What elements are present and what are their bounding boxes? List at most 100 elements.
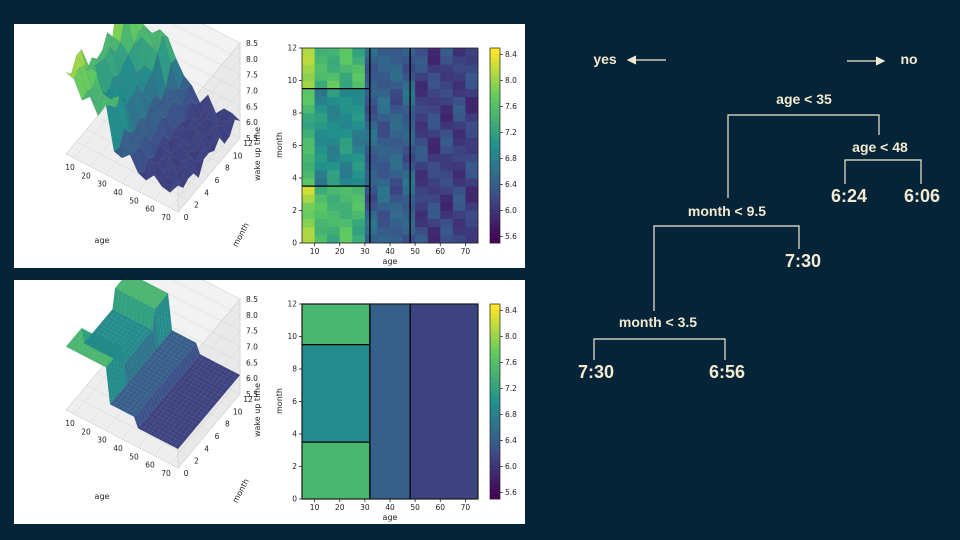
yes-label: yes [593,51,617,67]
x-tick-label: 40 [385,247,395,256]
heatmap-cell [415,202,429,211]
colorbar-segment [490,440,500,446]
heatmap-cell [327,72,341,81]
heatmap-cell [314,129,328,138]
heatmap-cell [364,96,378,106]
left-left-split-node: month < 3.5 [619,314,697,330]
colorbar-segment [490,174,500,181]
heatmap-cell [352,153,366,163]
heatmap-frame [301,47,479,244]
x-tick-label: 60 [436,503,446,512]
heatmap-cell [465,145,479,155]
heatmap-cell [302,194,315,203]
heatmap-cell [402,80,416,90]
colorbar-tick-label: 7.6 [505,358,517,367]
heatmap-cell [452,161,466,171]
heatmap-cell [314,202,328,211]
heatmap-cell [364,145,378,155]
heatmap-cell [364,153,378,163]
x-axis-label: age [95,236,110,245]
heatmap-cell [427,129,441,138]
heatmap-cell [465,186,479,195]
heatmap-cell [314,145,328,155]
heatmap-cell [402,202,416,211]
heatmap-cell [415,186,429,195]
heatmap-cell [440,186,454,195]
heatmap-cell [440,96,454,106]
heatmap-cell [390,218,403,228]
heatmap-cell [302,226,315,236]
heatmap-cell [327,48,341,57]
y-tick-label: 6 [292,141,297,150]
colorbar-segment [490,194,500,200]
heatmap-cell [377,104,391,114]
colorbar-segment [490,401,500,407]
heatmap-cell [327,88,341,98]
x-tick-label: 30 [97,436,107,445]
colorbar-tick-label: 5.6 [505,488,517,497]
heatmap-cell [364,121,378,130]
colorbar-segment [490,184,500,190]
tree-region [409,303,479,500]
heatmap-cell [302,64,315,73]
heatmap-cell [314,48,328,57]
heatmap-cell [377,153,391,163]
heatmap-cell [302,145,315,155]
heatmap-cell [402,56,416,65]
colorbar-segment [490,130,500,137]
heatmap-cell [327,178,341,187]
heatmap-cell [427,161,441,171]
yes-arrowhead [626,55,637,65]
heatmap-cell [415,194,429,203]
heatmap-cell [415,210,429,220]
heatmap-cell [427,145,441,155]
heatmap-cell [452,194,466,203]
heatmap-cell [364,194,378,203]
colorbar-segment [490,204,500,210]
heatmap-cell [402,104,416,114]
heatmap-cell [339,80,353,90]
colorbar-tick-label: 6.0 [505,206,517,215]
colorbar-tick-label: 6.0 [505,462,517,471]
colorbar-segment [490,106,500,112]
heatmap-cell [452,129,466,138]
heatmap-cell [377,194,391,203]
colorbar-frame [489,303,501,500]
colorbar-segment [490,430,500,437]
heatmap-frame [301,303,479,500]
heatmap-cell [302,88,315,98]
y-tick-label: 0 [292,495,297,504]
x-tick-label: 40 [385,503,395,512]
colorbar-tick-label: 8.4 [505,50,517,59]
heatmap-cell [415,137,429,146]
colorbar-segment [490,208,500,215]
heatmap-cell [327,186,341,195]
heatmap-cell [339,88,353,98]
colorbar-segment [490,347,500,354]
heatmap-cell [402,137,416,146]
heatmap-cell [415,153,429,163]
heatmap-cell [390,210,403,220]
heatmap-cell [352,169,366,179]
heatmap-cell [314,137,328,146]
heatmap-cell [415,234,429,244]
heatmap-cell [452,96,466,106]
heatmap-cell [377,145,391,155]
heatmap-cell [452,210,466,220]
heatmap-cell [314,178,328,187]
heatmap-x-label: age [383,513,398,522]
heatmap-cell [339,96,353,106]
heatmap-cell [302,121,315,130]
heatmap-cell [339,48,353,57]
heatmap-cell [302,186,315,195]
heatmap-cell [327,145,341,155]
heatmap-cell [390,48,403,57]
x-tick-label: 60 [436,247,446,256]
heatmap-cell [327,202,341,211]
heatmap-cell [452,202,466,211]
heatmap-cell [352,145,366,155]
heatmap-cell [364,234,378,244]
tree-region [301,344,371,443]
x-tick-label: 50 [410,247,420,256]
colorbar-segment [490,77,500,83]
